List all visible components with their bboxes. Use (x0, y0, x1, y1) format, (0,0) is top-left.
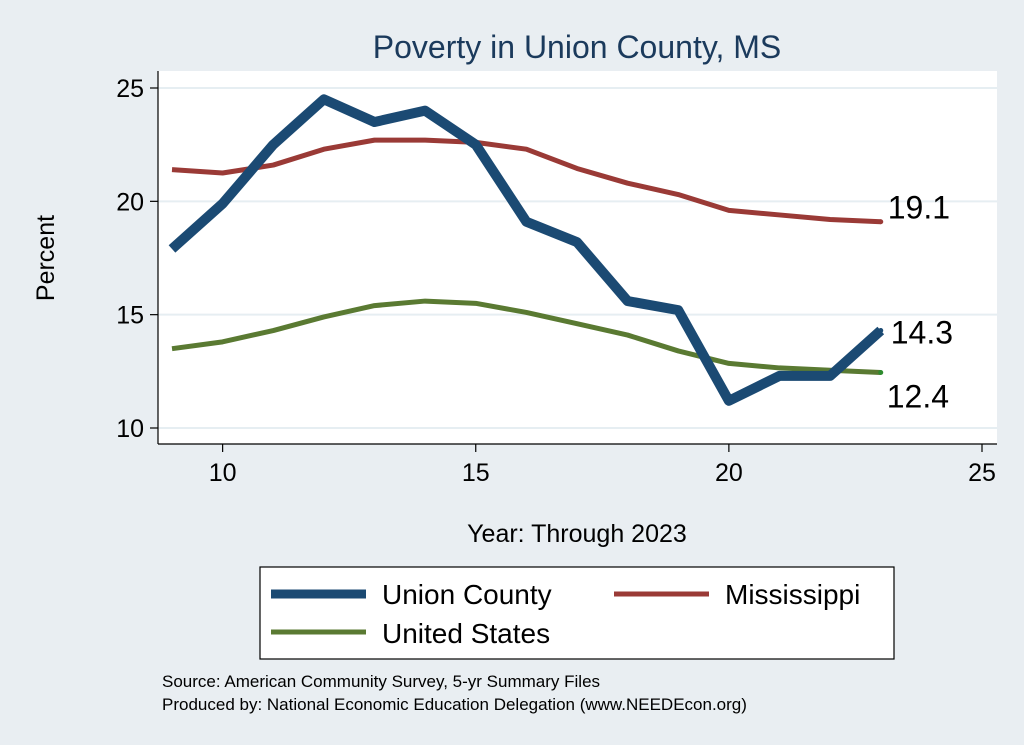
y-tick-label: 20 (116, 188, 144, 216)
series-line-mississippi (171, 137, 881, 225)
x-tick-label: 20 (715, 459, 743, 487)
y-axis-title: Percent (32, 215, 60, 301)
end-label-union-county: 14.3 (891, 315, 953, 351)
plot-area (158, 71, 997, 444)
source-note: Source: American Community Survey, 5-yr … (162, 672, 600, 691)
x-axis-ticks: 10 15 20 25 (209, 444, 996, 487)
series-lines (168, 94, 885, 406)
y-axis-ticks: 10 15 20 25 (116, 75, 158, 443)
x-axis-title: Year: Through 2023 (467, 520, 687, 548)
y-tick-label: 10 (116, 415, 144, 443)
end-point-marker (878, 328, 884, 334)
gridlines (158, 87, 997, 429)
x-tick-label: 10 (209, 459, 237, 487)
legend: Union County Mississippi United States (259, 566, 895, 660)
y-tick-label: 15 (116, 302, 144, 330)
x-tick-label: 25 (968, 459, 996, 487)
legend-box (259, 566, 895, 660)
end-point-marker (878, 369, 884, 375)
producer-note: Produced by: National Economic Education… (162, 695, 747, 714)
end-labels: 14.3 19.1 12.4 (878, 190, 953, 414)
x-tick-label: 15 (462, 459, 490, 487)
legend-label-united-states: United States (382, 618, 550, 649)
end-point-marker (878, 219, 884, 225)
series-line-united-states (171, 298, 881, 375)
series-line-union-county (168, 94, 885, 406)
legend-label-mississippi: Mississippi (725, 579, 860, 610)
end-label-mississippi: 19.1 (888, 190, 950, 226)
end-label-united-states: 12.4 (887, 378, 949, 414)
chart-title: Poverty in Union County, MS (373, 29, 781, 65)
y-tick-label: 25 (116, 75, 144, 103)
legend-label-union-county: Union County (382, 579, 552, 610)
